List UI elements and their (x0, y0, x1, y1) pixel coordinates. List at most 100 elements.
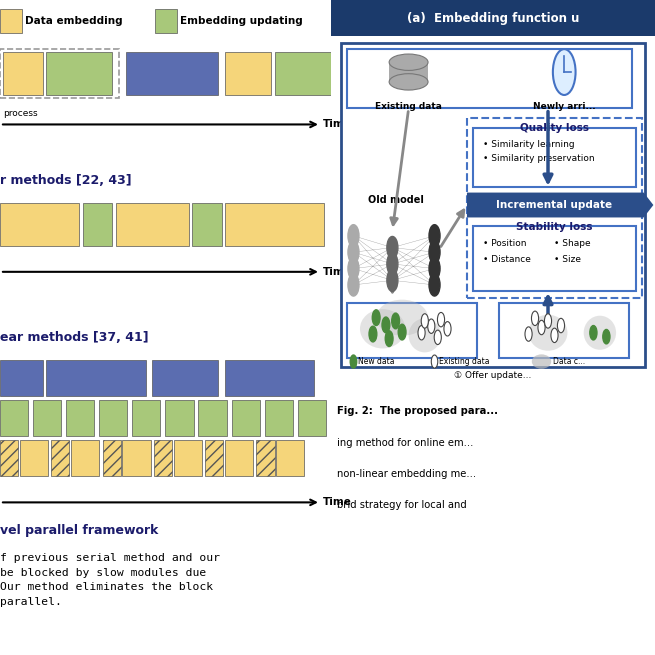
Circle shape (544, 314, 552, 328)
Bar (225, 52, 271, 95)
Bar (225, 203, 324, 246)
Text: Embedding updating: Embedding updating (180, 16, 303, 26)
Ellipse shape (360, 309, 405, 348)
Bar (0, 203, 79, 246)
Text: Existing data: Existing data (375, 102, 442, 111)
Text: • Similarity learning: • Similarity learning (483, 140, 575, 149)
Circle shape (387, 269, 398, 291)
Circle shape (551, 328, 558, 343)
Circle shape (429, 274, 440, 296)
Bar (165, 400, 193, 436)
Bar (331, 9, 352, 33)
Bar (0, 440, 18, 476)
Bar (276, 440, 305, 476)
Text: New data: New data (358, 357, 395, 366)
Bar (51, 440, 69, 476)
Bar (205, 440, 223, 476)
Bar (103, 440, 121, 476)
Ellipse shape (409, 318, 441, 352)
Circle shape (372, 310, 380, 326)
Circle shape (348, 257, 359, 280)
Text: Incremental update: Incremental update (496, 200, 612, 210)
Bar (3, 52, 43, 95)
Circle shape (538, 320, 545, 335)
Bar (0, 360, 43, 396)
Bar (71, 440, 99, 476)
Bar (83, 203, 113, 246)
Circle shape (603, 329, 610, 344)
Circle shape (387, 253, 398, 275)
Circle shape (429, 225, 440, 247)
Text: ing method for online em...: ing method for online em... (337, 438, 474, 447)
Circle shape (348, 225, 359, 247)
Text: f previous serial method and our
be blocked by slow modules due
Our method elimi: f previous serial method and our be bloc… (0, 553, 220, 607)
Circle shape (385, 331, 393, 346)
Text: Data embedding: Data embedding (25, 16, 122, 26)
Text: Data c...: Data c... (553, 357, 585, 366)
Circle shape (429, 241, 440, 263)
Ellipse shape (532, 354, 552, 369)
Bar (122, 440, 151, 476)
Ellipse shape (584, 316, 616, 350)
Ellipse shape (389, 74, 428, 90)
Bar (132, 400, 160, 436)
Bar (198, 400, 227, 436)
Circle shape (557, 318, 565, 333)
Text: Time: Time (322, 119, 351, 130)
Text: Fig. 2:  The proposed para...: Fig. 2: The proposed para... (337, 406, 498, 416)
Bar (331, 0, 655, 36)
Text: ear methods [37, 41]: ear methods [37, 41] (0, 331, 149, 344)
Text: (a)  Embedding function u: (a) Embedding function u (407, 12, 579, 25)
Text: Old model: Old model (367, 195, 424, 205)
Bar (0, 9, 22, 33)
Bar (66, 400, 94, 436)
FancyArrow shape (467, 193, 654, 217)
Bar (347, 49, 632, 108)
Text: • Distance: • Distance (483, 255, 531, 264)
Bar (116, 203, 189, 246)
Bar (33, 400, 61, 436)
Bar (274, 52, 331, 95)
Bar (174, 440, 202, 476)
Bar (47, 52, 113, 95)
Circle shape (444, 322, 451, 336)
Bar (225, 360, 314, 396)
Text: Newly arri...: Newly arri... (533, 102, 595, 111)
Bar (155, 9, 177, 33)
Bar (126, 52, 218, 95)
Text: Stability loss: Stability loss (516, 222, 593, 233)
Circle shape (434, 330, 441, 345)
Circle shape (348, 241, 359, 263)
Bar (389, 62, 428, 82)
Text: r methods [22, 43]: r methods [22, 43] (0, 174, 132, 187)
Circle shape (553, 49, 576, 95)
Bar (231, 400, 259, 436)
Circle shape (428, 319, 435, 333)
Text: • Position: • Position (483, 239, 527, 248)
Bar (499, 303, 629, 358)
Text: Quality loss: Quality loss (520, 122, 589, 133)
Text: • Shape: • Shape (555, 239, 591, 248)
Text: • Similarity preservation: • Similarity preservation (483, 154, 595, 163)
Text: process: process (3, 109, 38, 119)
Bar (474, 128, 635, 187)
Bar (20, 440, 48, 476)
Text: Time: Time (322, 267, 351, 277)
Text: ① Offer update...: ① Offer update... (454, 371, 532, 381)
Circle shape (387, 236, 398, 259)
Circle shape (369, 326, 377, 342)
Bar (341, 43, 645, 367)
Circle shape (590, 326, 597, 340)
Text: Existing data: Existing data (440, 357, 490, 366)
Circle shape (382, 317, 390, 333)
Circle shape (398, 324, 406, 340)
Bar (99, 400, 127, 436)
Text: • Size: • Size (555, 255, 582, 264)
Circle shape (531, 311, 538, 326)
Ellipse shape (529, 315, 567, 351)
Bar (154, 440, 172, 476)
Circle shape (348, 274, 359, 296)
Circle shape (350, 355, 357, 368)
Bar (152, 360, 218, 396)
Bar (265, 400, 293, 436)
